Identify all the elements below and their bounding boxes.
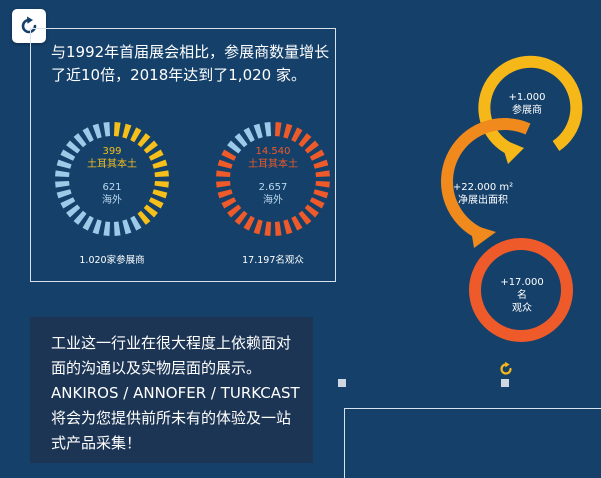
arrow-head (470, 224, 496, 248)
area-circle (441, 117, 531, 240)
foreign-segment (264, 122, 272, 137)
domestic-segment (264, 221, 272, 236)
domestic-segment (283, 123, 293, 139)
domestic-segment (143, 204, 158, 218)
visitors-circle (469, 238, 573, 342)
domestic-segment (122, 123, 132, 139)
domestic-segment (148, 197, 164, 209)
foreign-segment (103, 221, 111, 236)
domestic-segment (315, 170, 330, 178)
domestic-segment (137, 210, 151, 225)
foreign-segment (66, 140, 81, 154)
foreign-segment (92, 219, 102, 235)
domestic-segment (154, 170, 169, 178)
domestic-segment (313, 159, 329, 169)
foreign-segment (122, 219, 132, 235)
foreign-segment (234, 133, 248, 148)
foreign-segment (60, 149, 76, 161)
exhibitors-ring: 399 土耳其本土 621 海外 (52, 119, 172, 239)
foreign-segment (73, 133, 87, 148)
domestic-segment (221, 197, 237, 209)
domestic-segment (298, 133, 312, 148)
foreign-segment (253, 123, 263, 139)
foreign-segment (55, 170, 70, 178)
domestic-segment (113, 122, 121, 137)
foreign-segment (103, 122, 111, 137)
domestic-segment (253, 219, 263, 235)
domestic-segment (217, 189, 233, 199)
exhibitors-foreign-value: 621 (102, 182, 122, 193)
domestic-segment (137, 133, 151, 148)
visitors-domestic-value: 14.540 (255, 146, 291, 157)
visitors-growth-label: +17.000 名观众 (500, 277, 544, 314)
foreign-segment (56, 189, 72, 199)
domestic-segment (315, 180, 330, 188)
foreign-segment (73, 210, 87, 225)
domestic-segment (291, 215, 303, 231)
domestic-segment (217, 159, 233, 169)
domestic-segment (304, 204, 319, 218)
exhibitors-growth-label: +1.000 参展商 (508, 92, 546, 116)
headline: 与1992年首届展会相比，参展商数量增长了近10倍，2018年达到了1,020 … (51, 43, 330, 84)
domestic-segment (291, 127, 303, 143)
decorative-square (338, 379, 346, 387)
domestic-segment (234, 210, 248, 225)
arrow-head (500, 138, 524, 164)
domestic-segment (274, 122, 282, 137)
domestic-segment (130, 127, 142, 143)
domestic-segment (243, 215, 255, 231)
visitors-ring: 14.540 土耳其本土 2.657 海外 (213, 119, 333, 239)
visitors-foreign-value: 2.657 (258, 182, 288, 193)
domestic-segment (154, 180, 169, 188)
domestic-segment (313, 189, 329, 199)
domestic-segment (304, 140, 319, 154)
foreign-segment (227, 140, 242, 154)
exhibitors-foreign-label: 海外 (102, 195, 122, 206)
foreign-segment (55, 180, 70, 188)
refresh-button[interactable] (12, 9, 46, 43)
exhibitors-caption: 1.020家参展商 (79, 255, 145, 266)
foreign-segment (92, 123, 102, 139)
foreign-segment (82, 127, 94, 143)
visitors-foreign-label: 海外 (263, 195, 283, 206)
area-growth-label: +22.000 m² 净展出面积 (452, 182, 514, 206)
decorative-square (501, 379, 509, 387)
domestic-segment (227, 204, 242, 218)
info-text: 工业这一行业在很大程度上依赖面对面的沟通以及实物层面的展示。ANKIROS / … (51, 334, 300, 452)
domestic-segment (216, 180, 231, 188)
info-box: 工业这一行业在很大程度上依赖面对面的沟通以及实物层面的展示。ANKIROS / … (30, 317, 313, 463)
foreign-segment (56, 159, 72, 169)
foreign-segment (113, 221, 121, 236)
domestic-segment (143, 140, 158, 154)
foreign-segment (243, 127, 255, 143)
domestic-segment (221, 149, 237, 161)
visitors-domestic-label: 土耳其本土 (248, 159, 298, 170)
domestic-segment (216, 170, 231, 178)
foreign-segment (130, 215, 142, 231)
domestic-segment (148, 149, 164, 161)
foreign-segment (60, 197, 76, 209)
domestic-segment (152, 159, 168, 169)
domestic-segment (309, 149, 325, 161)
rotate-icon[interactable] (498, 361, 514, 377)
refresh-icon (21, 16, 37, 34)
domestic-segment (298, 210, 312, 225)
exhibitors-domestic-label: 土耳其本土 (87, 159, 137, 170)
visitors-caption: 17.197名观众 (242, 255, 304, 266)
exhibitor-stats-panel: 与1992年首届展会相比，参展商数量增长了近10倍，2018年达到了1,020 … (30, 28, 336, 282)
domestic-segment (274, 221, 282, 236)
domestic-segment (152, 189, 168, 199)
foreign-segment (66, 204, 81, 218)
domestic-segment (309, 197, 325, 209)
exhibitors-domestic-value: 399 (102, 146, 122, 157)
domestic-segment (283, 219, 293, 235)
foreign-segment (82, 215, 94, 231)
content-frame (344, 408, 601, 478)
